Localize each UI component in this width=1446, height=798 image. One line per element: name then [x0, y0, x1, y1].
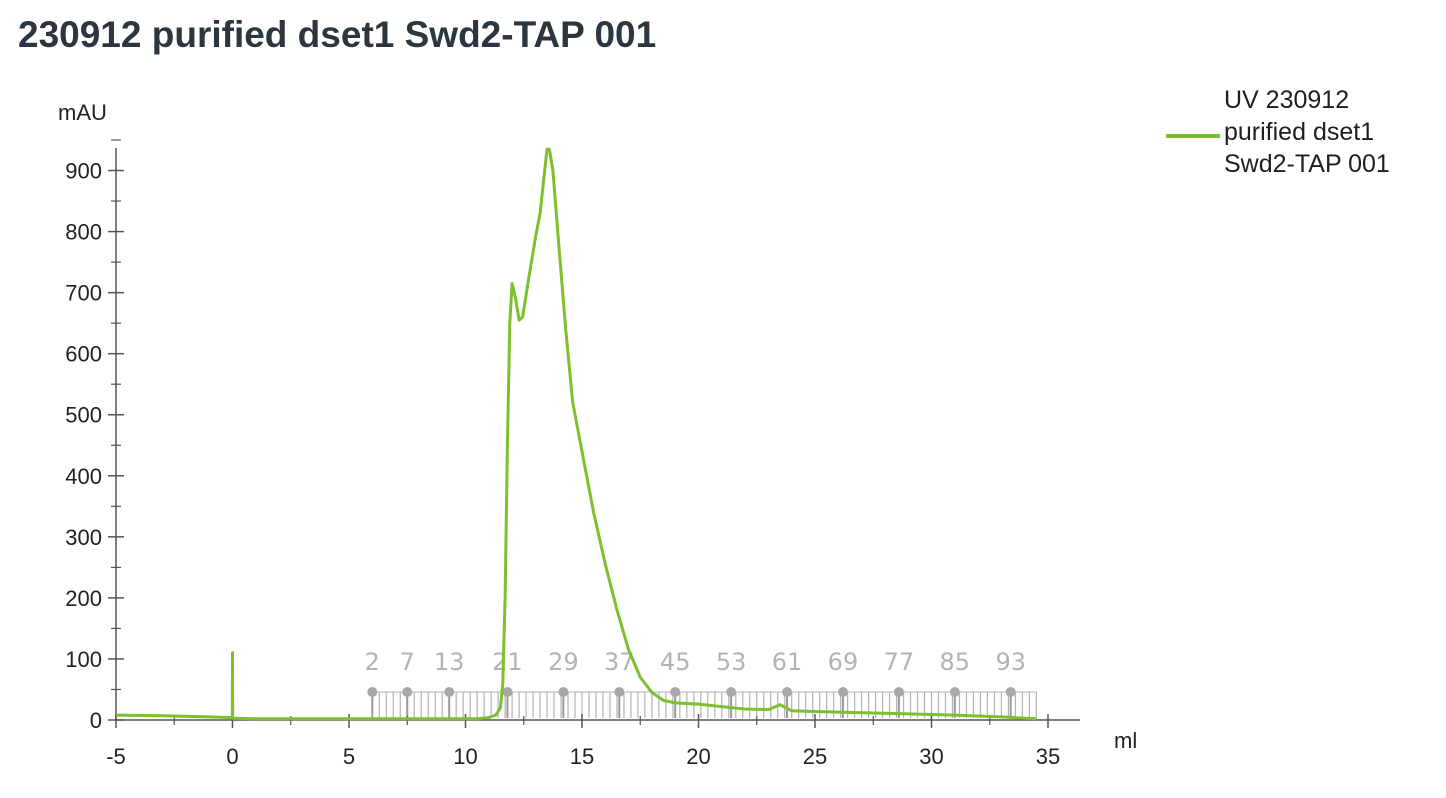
fraction-marker-dot: [837, 687, 848, 697]
y-tick-label: 200: [65, 586, 102, 611]
fraction-marker-dot: [558, 687, 569, 697]
y-tick-label: 700: [65, 281, 102, 306]
x-tick-label: 10: [453, 744, 477, 769]
fraction-marker-dot: [614, 687, 625, 697]
fraction-label: 53: [716, 648, 747, 676]
legend: UV 230912 purified dset1 Swd2-TAP 001: [1166, 84, 1436, 194]
fraction-label: 13: [434, 648, 465, 676]
y-tick-label: 600: [65, 342, 102, 367]
legend-swatch: [1166, 134, 1220, 138]
fraction-marker-dot: [670, 687, 681, 697]
y-axis: 0 100 200 300 400 500 600 700 800 900: [65, 139, 124, 733]
fraction-label: 93: [995, 648, 1026, 676]
fraction-marker-dot: [893, 687, 904, 697]
x-tick-label: 15: [570, 744, 594, 769]
y-tick-label: 100: [65, 647, 102, 672]
fraction-marker-dot: [502, 687, 513, 697]
fraction-label: 7: [400, 648, 415, 676]
x-tick-label: 20: [686, 744, 710, 769]
y-tick-label: 0: [90, 708, 102, 733]
x-tick-label: -5: [106, 744, 126, 769]
series-line: [115, 147, 1037, 721]
y-axis-label: mAU: [58, 100, 107, 125]
x-tick-label: 30: [919, 744, 943, 769]
fraction-markers: 2 7 13 21 29 37 45 53 61 69 77 85 93: [365, 648, 1037, 718]
y-tick-label: 800: [65, 220, 102, 245]
x-axis-label: ml: [1114, 728, 1137, 753]
fraction-marker-dot: [402, 687, 413, 697]
fraction-label: 69: [828, 648, 859, 676]
chart-title: 230912 purified dset1 Swd2-TAP 001: [18, 14, 657, 55]
fraction-label: 61: [772, 648, 803, 676]
fraction-label: 77: [884, 648, 915, 676]
legend-label: UV 230912 purified dset1 Swd2-TAP 001: [1224, 86, 1390, 178]
fraction-marker-dot: [782, 687, 793, 697]
y-tick-label: 300: [65, 525, 102, 550]
y-tick-label: 900: [65, 159, 102, 184]
x-tick-label: 25: [803, 744, 827, 769]
x-tick-label: 0: [226, 744, 238, 769]
fraction-marker-dot: [726, 687, 737, 697]
fraction-label: 29: [548, 648, 579, 676]
fraction-label: 85: [940, 648, 971, 676]
x-tick-label: 35: [1036, 744, 1060, 769]
fraction-marker-dot: [949, 687, 960, 697]
y-tick-label: 500: [65, 403, 102, 428]
fraction-label: 21: [492, 648, 523, 676]
fraction-marker-dot: [1005, 687, 1016, 697]
x-tick-label: 5: [343, 744, 355, 769]
fraction-label: 45: [660, 648, 691, 676]
y-tick-label: 400: [65, 464, 102, 489]
fraction-marker-dot: [444, 687, 455, 697]
fraction-label: 2: [365, 648, 380, 676]
fraction-marker-dot: [367, 687, 378, 697]
x-axis: -5 0 5 10 15 20 25 30 35: [106, 714, 1080, 769]
